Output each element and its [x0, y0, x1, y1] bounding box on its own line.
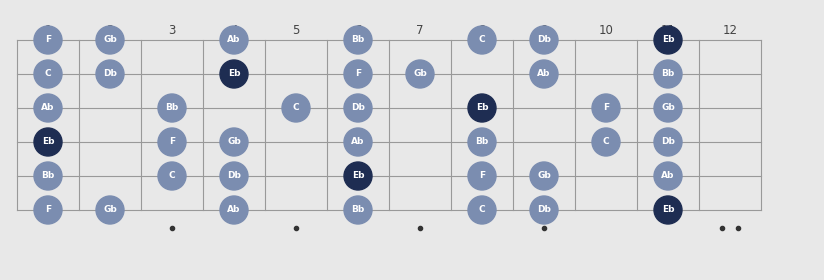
Circle shape: [530, 60, 558, 88]
Circle shape: [654, 196, 682, 224]
Text: 11: 11: [661, 24, 676, 36]
Text: 4: 4: [230, 24, 238, 36]
Text: 5: 5: [293, 24, 300, 36]
Text: 6: 6: [354, 24, 362, 36]
Circle shape: [654, 94, 682, 122]
Text: F: F: [45, 36, 51, 45]
Text: Bb: Bb: [662, 69, 675, 78]
Circle shape: [654, 26, 682, 54]
Text: 8: 8: [478, 24, 485, 36]
Text: Db: Db: [537, 36, 551, 45]
Circle shape: [468, 128, 496, 156]
Circle shape: [220, 60, 248, 88]
Text: Ab: Ab: [227, 206, 241, 214]
Circle shape: [530, 196, 558, 224]
Text: 1: 1: [44, 24, 52, 36]
Text: Ab: Ab: [227, 36, 241, 45]
Circle shape: [344, 94, 372, 122]
Text: 12: 12: [723, 24, 737, 36]
Text: Bb: Bb: [351, 36, 365, 45]
Circle shape: [158, 128, 186, 156]
Circle shape: [592, 94, 620, 122]
Text: Ab: Ab: [537, 69, 550, 78]
Text: 3: 3: [168, 24, 176, 36]
Text: Db: Db: [537, 206, 551, 214]
Text: Eb: Eb: [662, 36, 674, 45]
Text: Db: Db: [103, 69, 117, 78]
Circle shape: [158, 162, 186, 190]
Circle shape: [34, 128, 62, 156]
Circle shape: [34, 94, 62, 122]
Text: Eb: Eb: [352, 171, 364, 181]
Text: F: F: [45, 206, 51, 214]
Text: Bb: Bb: [351, 206, 365, 214]
Circle shape: [468, 94, 496, 122]
Circle shape: [654, 128, 682, 156]
Circle shape: [344, 128, 372, 156]
Circle shape: [406, 60, 434, 88]
Circle shape: [96, 26, 124, 54]
Text: 2: 2: [106, 24, 114, 36]
Text: C: C: [479, 36, 485, 45]
Text: Eb: Eb: [662, 206, 674, 214]
Circle shape: [34, 162, 62, 190]
Circle shape: [468, 196, 496, 224]
Circle shape: [654, 162, 682, 190]
Text: Db: Db: [661, 137, 675, 146]
Circle shape: [344, 162, 372, 190]
Text: C: C: [169, 171, 176, 181]
Circle shape: [530, 162, 558, 190]
Text: Gb: Gb: [103, 36, 117, 45]
Text: Eb: Eb: [42, 137, 54, 146]
Circle shape: [344, 26, 372, 54]
Text: 7: 7: [416, 24, 424, 36]
Circle shape: [282, 94, 310, 122]
Text: Bb: Bb: [475, 137, 489, 146]
Circle shape: [34, 60, 62, 88]
Circle shape: [654, 60, 682, 88]
Text: Bb: Bb: [166, 104, 179, 113]
Text: Db: Db: [351, 104, 365, 113]
Text: Eb: Eb: [475, 104, 489, 113]
Text: Gb: Gb: [537, 171, 551, 181]
Text: Gb: Gb: [661, 104, 675, 113]
Circle shape: [158, 94, 186, 122]
Text: Eb: Eb: [227, 69, 241, 78]
Circle shape: [592, 128, 620, 156]
Circle shape: [220, 196, 248, 224]
Circle shape: [468, 162, 496, 190]
Circle shape: [96, 60, 124, 88]
Circle shape: [468, 26, 496, 54]
Circle shape: [220, 162, 248, 190]
Text: 9: 9: [541, 24, 548, 36]
Text: F: F: [355, 69, 361, 78]
Circle shape: [220, 26, 248, 54]
Text: F: F: [169, 137, 175, 146]
Text: 10: 10: [598, 24, 613, 36]
Text: C: C: [479, 206, 485, 214]
Circle shape: [220, 128, 248, 156]
Text: Ab: Ab: [351, 137, 365, 146]
Text: Ab: Ab: [41, 104, 54, 113]
Text: F: F: [479, 171, 485, 181]
Text: F: F: [603, 104, 609, 113]
Text: Gb: Gb: [227, 137, 241, 146]
Text: Gb: Gb: [103, 206, 117, 214]
Text: C: C: [44, 69, 51, 78]
Text: Bb: Bb: [41, 171, 54, 181]
Text: Ab: Ab: [662, 171, 675, 181]
Text: Db: Db: [227, 171, 241, 181]
Text: C: C: [293, 104, 299, 113]
Circle shape: [344, 60, 372, 88]
Circle shape: [34, 26, 62, 54]
Circle shape: [34, 196, 62, 224]
Text: C: C: [602, 137, 609, 146]
Circle shape: [96, 196, 124, 224]
Circle shape: [530, 26, 558, 54]
Circle shape: [344, 196, 372, 224]
Text: Gb: Gb: [413, 69, 427, 78]
